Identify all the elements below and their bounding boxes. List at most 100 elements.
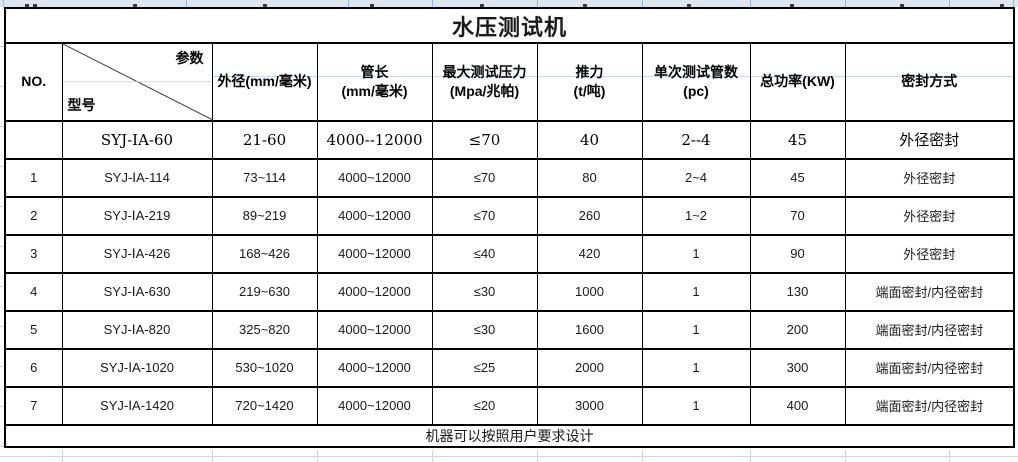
cell-pipe-length[interactable]: 4000~12000: [316, 348, 433, 388]
table-row: 3 SYJ-ⅠA-426 168~426 4000~12000 ≤40 420 …: [4, 234, 1015, 274]
cell-seal[interactable]: 外径密封: [844, 234, 1015, 274]
cell-max-pressure[interactable]: ≤20: [431, 386, 538, 426]
cell-outer-diameter[interactable]: 530~1020: [211, 348, 318, 388]
cell-no[interactable]: 4: [4, 272, 63, 312]
cell-pipes[interactable]: 2~4: [641, 158, 751, 198]
col-header-total-power[interactable]: 总功率(KW): [749, 42, 846, 122]
cell-max-pressure[interactable]: ≤40: [431, 234, 538, 274]
column-separator: [537, 0, 538, 7]
cell-seal[interactable]: 端面密封/内径密封: [844, 310, 1015, 350]
sheet-gridline: [317, 450, 318, 462]
note-row: 机器可以按照用户要求设计: [4, 424, 1015, 448]
cell-max-pressure[interactable]: ≤30: [431, 310, 538, 350]
cell-thrust[interactable]: 1000: [536, 272, 643, 312]
cell-outer-diameter[interactable]: 89~219: [211, 196, 318, 236]
cell-outer-diameter[interactable]: 73~114: [211, 158, 318, 198]
cell-model[interactable]: SYJ-ⅠA-630: [61, 272, 213, 312]
note-text[interactable]: 机器可以按照用户要求设计: [4, 424, 1015, 448]
table-row: SYJ-ⅠA-60 21-60 4000--12000 ≤70 40 2--4 …: [4, 120, 1015, 160]
column-separator: [3, 0, 4, 7]
cell-model[interactable]: SYJ-ⅠA-1420: [61, 386, 213, 426]
cell-thrust[interactable]: 3000: [536, 386, 643, 426]
cell-model[interactable]: SYJ-ⅠA-820: [61, 310, 213, 350]
cell-outer-diameter[interactable]: 168~426: [211, 234, 318, 274]
cell-pipe-length[interactable]: 4000~12000: [316, 234, 433, 274]
sheet-row-edge-strip: [0, 7, 4, 450]
cell-power[interactable]: 400: [749, 386, 846, 426]
sheet-column-header-strip: [0, 0, 1018, 7]
cell-outer-diameter[interactable]: 21-60: [211, 120, 318, 160]
cell-max-pressure[interactable]: ≤70: [431, 196, 538, 236]
cell-thrust[interactable]: 2000: [536, 348, 643, 388]
cell-model[interactable]: SYJ-ⅠA-114: [61, 158, 213, 198]
cell-pipes[interactable]: 1: [641, 348, 751, 388]
cell-max-pressure[interactable]: ≤25: [431, 348, 538, 388]
cell-pipe-length[interactable]: 4000~12000: [316, 196, 433, 236]
cell-pipe-length[interactable]: 4000~12000: [316, 310, 433, 350]
cell-pipe-length[interactable]: 4000~12000: [316, 158, 433, 198]
column-separator: [1013, 0, 1014, 7]
column-letter-mark: [1000, 4, 1004, 7]
table-title[interactable]: 水压测试机: [4, 7, 1015, 44]
cell-no[interactable]: [4, 120, 63, 160]
cell-seal[interactable]: 端面密封/内径密封: [844, 272, 1015, 312]
cell-max-pressure[interactable]: ≤30: [431, 272, 538, 312]
cell-pipes[interactable]: 1: [641, 272, 751, 312]
cell-no[interactable]: 3: [4, 234, 63, 274]
col-header-pipes-per-test[interactable]: 单次测试管数 (pc): [641, 42, 751, 122]
cell-no[interactable]: 2: [4, 196, 63, 236]
cell-thrust[interactable]: 40: [536, 120, 643, 160]
cell-pipe-length[interactable]: 4000~12000: [316, 386, 433, 426]
cell-max-pressure[interactable]: ≤70: [431, 158, 538, 198]
cell-no[interactable]: 1: [4, 158, 63, 198]
column-letter-mark: [583, 4, 587, 7]
cell-seal[interactable]: 外径密封: [844, 196, 1015, 236]
cell-pipes[interactable]: 1~2: [641, 196, 751, 236]
cell-model[interactable]: SYJ-ⅠA-426: [61, 234, 213, 274]
cell-pipes[interactable]: 1: [641, 310, 751, 350]
cell-thrust[interactable]: 1600: [536, 310, 643, 350]
col-header-thrust[interactable]: 推力 (t/吨): [536, 42, 643, 122]
cell-max-pressure[interactable]: ≤70: [431, 120, 538, 160]
cell-no[interactable]: 5: [4, 310, 63, 350]
cell-model[interactable]: SYJ-ⅠA-219: [61, 196, 213, 236]
cell-power[interactable]: 90: [749, 234, 846, 274]
sheet-gridline: [537, 450, 538, 462]
cell-power[interactable]: 200: [749, 310, 846, 350]
cell-thrust[interactable]: 80: [536, 158, 643, 198]
cell-thrust[interactable]: 420: [536, 234, 643, 274]
cell-thrust[interactable]: 260: [536, 196, 643, 236]
cell-no[interactable]: 6: [4, 348, 63, 388]
cell-pipe-length[interactable]: 4000~12000: [316, 272, 433, 312]
cell-pipes[interactable]: 1: [641, 234, 751, 274]
table-row: 4 SYJ-ⅠA-630 219~630 4000~12000 ≤30 1000…: [4, 272, 1015, 312]
col-header-max-pressure[interactable]: 最大测试压力 (Mpa/兆帕): [431, 42, 538, 122]
column-letter-mark: [480, 4, 484, 7]
col-header-no[interactable]: NO.: [4, 42, 63, 122]
cell-seal[interactable]: 外径密封: [844, 158, 1015, 198]
cell-pipes[interactable]: 2--4: [641, 120, 751, 160]
cell-pipe-length[interactable]: 4000--12000: [316, 120, 433, 160]
cell-outer-diameter[interactable]: 219~630: [211, 272, 318, 312]
col-header-outer-diameter[interactable]: 外径(mm/毫米): [211, 42, 318, 122]
cell-model[interactable]: SYJ-ⅠA-60: [61, 120, 213, 160]
cell-seal[interactable]: 端面密封/内径密封: [844, 348, 1015, 388]
cell-seal[interactable]: 外径密封: [844, 120, 1015, 160]
cell-power[interactable]: 130: [749, 272, 846, 312]
cell-model[interactable]: SYJ-ⅠA-1020: [61, 348, 213, 388]
cell-power[interactable]: 45: [749, 158, 846, 198]
cell-power[interactable]: 70: [749, 196, 846, 236]
cell-outer-diameter[interactable]: 325~820: [211, 310, 318, 350]
cell-power[interactable]: 45: [749, 120, 846, 160]
sheet-gridline: [642, 450, 643, 462]
cell-no[interactable]: 7: [4, 386, 63, 426]
cell-seal[interactable]: 端面密封/内径密封: [844, 386, 1015, 426]
column-separator: [750, 0, 751, 7]
column-separator: [642, 0, 643, 7]
col-header-seal-method[interactable]: 密封方式: [844, 42, 1015, 122]
cell-outer-diameter[interactable]: 720~1420: [211, 386, 318, 426]
cell-pipes[interactable]: 1: [641, 386, 751, 426]
cell-power[interactable]: 300: [749, 348, 846, 388]
col-header-pipe-length[interactable]: 管长 (mm/毫米): [316, 42, 433, 122]
col-header-model-param[interactable]: 参数 型号: [61, 42, 213, 122]
